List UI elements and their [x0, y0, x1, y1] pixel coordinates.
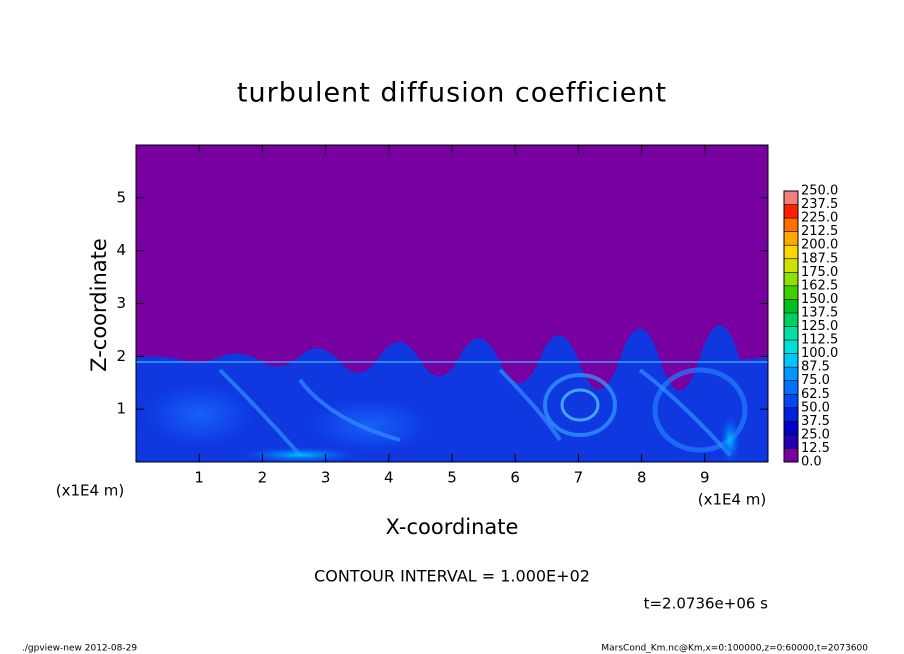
colorbar-label: 37.5	[801, 414, 830, 429]
colorbar-label: 87.5	[801, 360, 830, 375]
colorbar-label: 150.0	[801, 292, 838, 307]
y-tick-label: 1	[116, 400, 126, 418]
footer-left: ./gpview-new 2012-08-29	[22, 644, 137, 654]
x-unit: (x1E4 m)	[698, 491, 767, 509]
colorbar-bin	[784, 258, 798, 273]
filament	[218, 368, 732, 457]
colorbar-label: 0.0	[801, 455, 822, 470]
colorbar-label: 75.0	[801, 373, 830, 388]
colorbar-label: 237.5	[801, 197, 838, 212]
colorbar-bin	[784, 353, 798, 368]
x-tick-label: 1	[194, 469, 204, 487]
colorbar-label: 25.0	[801, 427, 830, 442]
eddy	[652, 367, 748, 453]
x-tick-label: 9	[700, 469, 710, 487]
colorbar-label: 162.5	[801, 278, 838, 293]
colorbar-bin	[784, 421, 798, 435]
x-tick-label: 3	[321, 469, 331, 487]
chart-title: turbulent diffusion coefficient	[237, 78, 667, 109]
colorbar-bin	[784, 367, 798, 381]
eddy	[560, 388, 600, 422]
x-tick-label: 6	[510, 469, 520, 487]
colorbar-label: 12.5	[801, 441, 830, 456]
eddy	[240, 447, 360, 462]
colorbar-bin	[784, 218, 798, 232]
colorbar-bin	[784, 407, 798, 422]
x-tick-label: 2	[258, 469, 268, 487]
colorbar-label: 212.5	[801, 224, 838, 239]
y-axis-label: Z-coordinate	[87, 238, 111, 372]
time-label: t=2.0736e+06 s	[644, 595, 769, 613]
colorbar-bin	[784, 312, 798, 327]
eddy	[720, 415, 740, 462]
colorbar-label: 125.0	[801, 319, 838, 334]
y-tick-label: 5	[116, 188, 126, 206]
eddy	[136, 375, 270, 455]
colorbar-bin	[784, 448, 798, 462]
y-unit: (x1E4 m)	[56, 482, 125, 500]
x-axis-label: X-coordinate	[386, 515, 519, 539]
contour-interval: CONTOUR INTERVAL = 1.000E+02	[314, 567, 590, 586]
contour-field	[136, 145, 768, 462]
colorbar-bin	[784, 191, 798, 205]
eddy	[543, 373, 617, 437]
footer-right: MarsCond_Km.nc@Km,x=0:100000,z=0:60000,t…	[601, 644, 868, 654]
colorbar-bin	[784, 380, 798, 395]
colorbar-label: 112.5	[801, 333, 838, 348]
colorbar-label: 187.5	[801, 251, 838, 266]
colorbar-label: 250.0	[801, 184, 838, 199]
y-tick-label: 3	[116, 294, 126, 312]
y-tick-label: 2	[116, 347, 126, 365]
colorbar-label: 62.5	[801, 387, 830, 402]
colorbar-bin	[784, 394, 798, 408]
colorbar-bin	[784, 285, 798, 300]
colorbar-label: 100.0	[801, 346, 838, 361]
x-tick-label: 7	[574, 469, 584, 487]
colorbar-bin	[784, 299, 798, 313]
x-tick-label: 4	[384, 469, 394, 487]
colorbar-label: 137.5	[801, 305, 838, 320]
colorbar-bin	[784, 272, 798, 286]
colorbar-label: 200.0	[801, 238, 838, 253]
colorbar-label: 50.0	[801, 400, 830, 415]
colorbar-bin	[784, 245, 798, 259]
x-tick-label: 8	[637, 469, 647, 487]
colorbar-bin	[784, 434, 798, 449]
colorbar-bin	[784, 340, 798, 354]
colorbar-bin	[784, 231, 798, 246]
colorbar-label: 175.0	[801, 265, 838, 280]
colorbar-label: 225.0	[801, 211, 838, 226]
x-tick-label: 5	[447, 469, 457, 487]
colorbar-bin	[784, 326, 798, 341]
colorbar-bin	[784, 204, 798, 219]
y-tick-label: 4	[116, 241, 126, 259]
